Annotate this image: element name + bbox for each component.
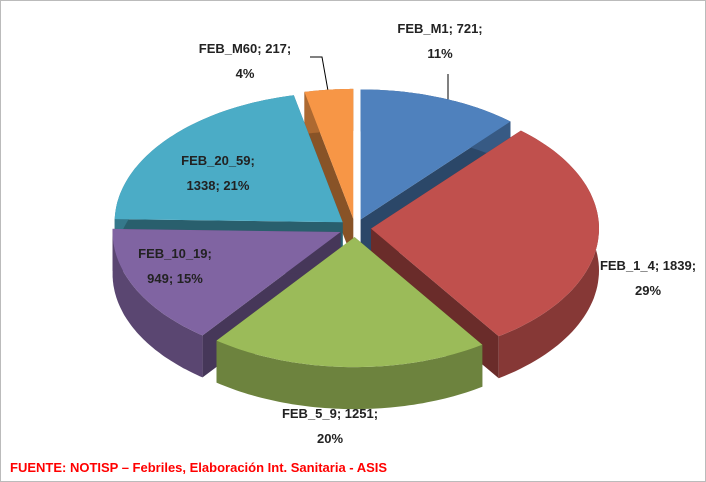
slice-top — [114, 95, 343, 223]
data-label: FEB_1_4; 1839; — [600, 258, 696, 273]
data-label: 11% — [427, 46, 453, 61]
slice-wall — [216, 340, 483, 410]
data-label: 4% — [236, 66, 255, 81]
data-label: FEB_5_9; 1251; — [282, 406, 378, 421]
data-label: 1338; 21% — [187, 178, 250, 193]
slice-top — [360, 89, 511, 220]
slice-top — [371, 130, 599, 337]
source-note: FUENTE: NOTISP – Febriles, Elaboración I… — [10, 460, 387, 475]
data-label: FEB_10_19; — [138, 246, 212, 261]
data-label: FEB_M1; 721; — [397, 21, 482, 36]
data-label: FEB_20_59; — [181, 153, 255, 168]
slice-top — [216, 237, 483, 368]
data-label: 29% — [635, 283, 661, 298]
data-label: 20% — [317, 431, 343, 446]
data-label: FEB_M60; 217; — [199, 41, 291, 56]
leader-line — [310, 56, 331, 103]
data-label: 949; 15% — [147, 271, 203, 286]
slice-top — [112, 228, 341, 336]
pie-slice — [216, 237, 483, 410]
slice-top — [304, 88, 354, 219]
slice-wall — [112, 228, 203, 378]
